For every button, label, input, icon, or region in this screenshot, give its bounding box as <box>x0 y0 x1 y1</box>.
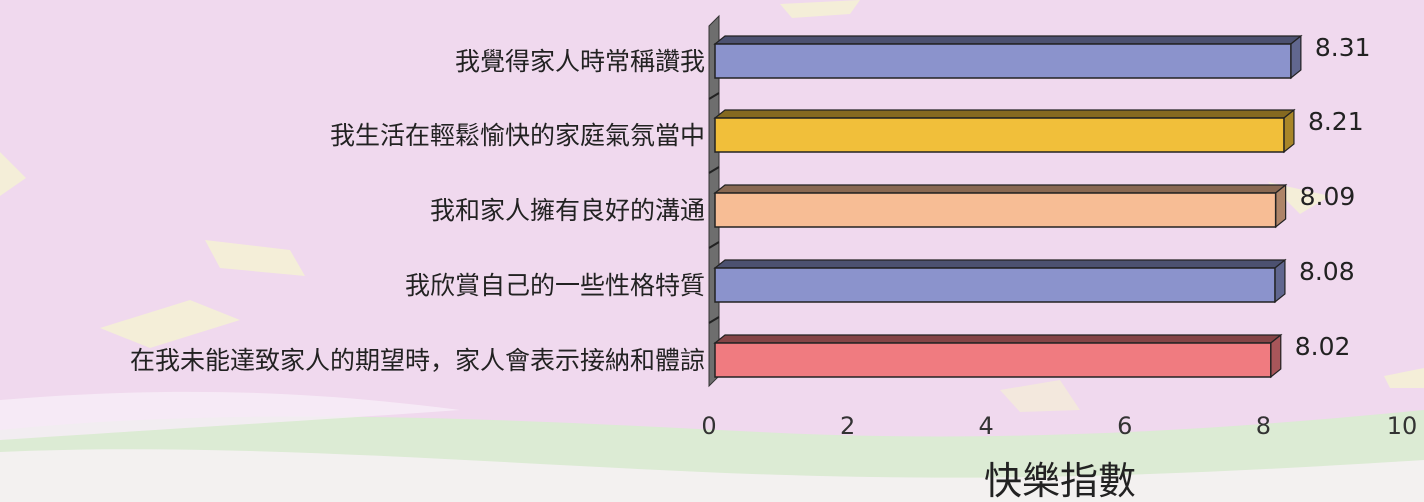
bar-top-face <box>713 259 1287 269</box>
category-label: 我生活在輕鬆愉快的家庭氣氛當中 <box>330 121 705 150</box>
wall-tick <box>708 316 720 324</box>
category-label: 我和家人擁有良好的溝通 <box>430 196 705 225</box>
category-labels: 我覺得家人時常稱讚我我生活在輕鬆愉快的家庭氣氛當中我和家人擁有良好的溝通我欣賞自… <box>130 47 705 375</box>
bar-top-face <box>713 109 1296 119</box>
bar <box>714 267 1276 303</box>
value-label: 8.02 <box>1295 332 1351 361</box>
bars <box>713 34 1303 379</box>
bar-side-face <box>1274 258 1286 304</box>
x-tick-labels: 0 2 4 6 8 10 <box>701 412 1417 440</box>
x-tick-label: 10 <box>1387 412 1418 440</box>
paper-scrap <box>780 0 860 18</box>
wall-tick <box>708 92 720 100</box>
value-label: 8.08 <box>1299 257 1355 286</box>
value-labels: 8.31 8.21 8.09 8.08 8.02 <box>1295 33 1371 361</box>
x-tick-label: 0 <box>701 412 716 440</box>
wall-tick <box>708 241 720 249</box>
bar-side-face <box>1270 333 1282 379</box>
meadow-highlight <box>0 391 460 440</box>
x-axis-title: 快樂指數 <box>984 459 1136 502</box>
x-tick-label: 6 <box>1117 412 1132 440</box>
x-tick-label: 4 <box>979 412 994 440</box>
bar <box>714 43 1292 79</box>
bar-side-face <box>1283 108 1295 154</box>
value-label: 8.31 <box>1315 33 1371 62</box>
category-label: 在我未能達致家人的期望時，家人會表示接納和體諒 <box>130 346 705 375</box>
bar-top-face <box>713 35 1303 45</box>
paper-scrap <box>0 152 26 196</box>
bar-side-face <box>1275 183 1287 229</box>
paper-scrap <box>100 300 240 348</box>
paper-scrap <box>1384 368 1424 388</box>
x-tick-label: 2 <box>840 412 855 440</box>
wall-ticks <box>708 92 720 324</box>
bar-top-face <box>713 334 1283 344</box>
meadow-light-band <box>0 449 1424 502</box>
bar <box>714 342 1272 378</box>
x-tick-label: 8 <box>1256 412 1271 440</box>
bar-side-face <box>1290 34 1302 80</box>
value-label: 8.21 <box>1308 107 1364 136</box>
paper-scrap <box>1000 380 1080 412</box>
bar <box>714 117 1285 153</box>
value-label: 8.09 <box>1300 182 1356 211</box>
wall-tick <box>708 166 720 174</box>
paper-scrap <box>205 240 305 276</box>
bar-top-face <box>713 184 1288 194</box>
category-label: 我覺得家人時常稱讚我 <box>455 47 705 76</box>
bar <box>714 192 1277 228</box>
category-label: 我欣賞自己的一些性格特質 <box>405 271 705 300</box>
